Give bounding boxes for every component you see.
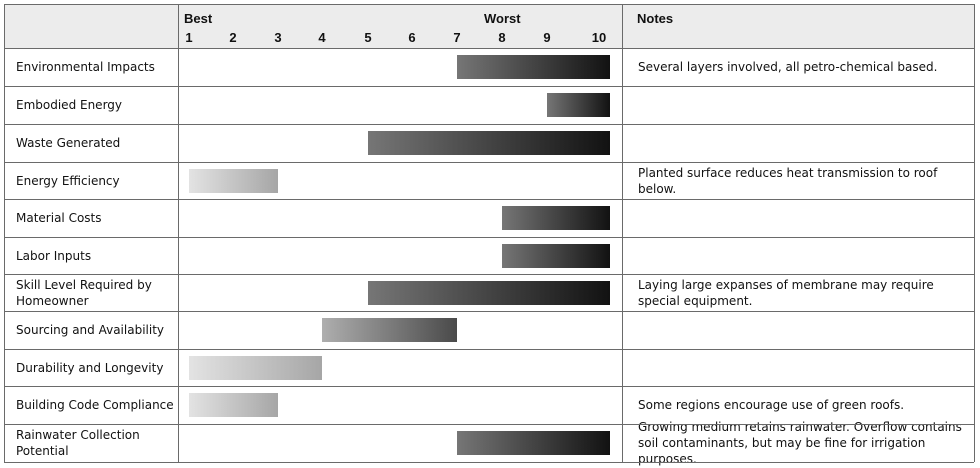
grid-line-row [4, 86, 974, 87]
row-label: Embodied Energy [16, 98, 123, 112]
grid-line-row [4, 124, 974, 125]
grid-line-row [4, 162, 974, 163]
grid-line-left [4, 4, 5, 462]
rating-bar [368, 131, 610, 155]
row-note [638, 124, 970, 162]
row-label: Sourcing and Availability [16, 323, 165, 337]
rating-bar [189, 393, 278, 417]
rating-bar [368, 281, 610, 305]
row-label: Skill Level Required by Homeowner [16, 277, 152, 308]
grid-line-row [4, 311, 974, 312]
grid-line-row [4, 237, 974, 238]
row-label: Labor Inputs [16, 248, 92, 263]
tick-label: 3 [274, 30, 282, 45]
tick-label: 5 [364, 30, 372, 45]
rating-bar [457, 55, 610, 79]
tick-label: 2 [229, 30, 237, 45]
row-note [638, 349, 970, 386]
worst-label: Worst [484, 11, 521, 26]
grid-line-row [4, 199, 974, 200]
row-note: Planted surface reduces heat transmissio… [638, 165, 938, 196]
rating-bar [322, 318, 457, 342]
row-note [638, 237, 970, 274]
grid-line-notes-left [622, 4, 623, 462]
rating-bar [189, 169, 278, 193]
row-note: Several layers involved, all petro-chemi… [638, 60, 938, 74]
grid-line-row [4, 424, 974, 425]
tick-label: 6 [408, 30, 416, 45]
row-label: Waste Generated [16, 136, 121, 150]
rating-bar [547, 93, 610, 117]
row-label: Rainwater Collection Potential [16, 428, 140, 458]
grid-line-row [4, 462, 974, 463]
tick-label: 9 [543, 30, 551, 45]
rating-bar [502, 206, 610, 230]
grid-line-row [4, 274, 974, 275]
row-note: Laying large expanses of membrane may re… [638, 277, 934, 308]
tick-label: 10 [591, 30, 607, 45]
tick-label: 7 [453, 30, 461, 45]
grid-line-scale-left [178, 4, 179, 462]
row-note [638, 311, 970, 349]
grid-line-top [4, 4, 974, 5]
header-row [4, 4, 974, 48]
best-label: Best [184, 11, 213, 26]
rating-bar [502, 244, 610, 268]
row-note [638, 199, 970, 237]
grid-line-row [4, 48, 974, 49]
grid-line-right [974, 4, 975, 462]
row-label: Energy Efficiency [16, 173, 120, 188]
row-label: Environmental Impacts [16, 60, 155, 74]
notes-header: Notes [637, 11, 674, 26]
row-note [638, 86, 970, 124]
row-note: Some regions encourage use of green roof… [638, 398, 905, 412]
tick-label: 4 [318, 30, 326, 45]
grid-line-row [4, 349, 974, 350]
tick-label: 1 [185, 30, 193, 45]
grid-line-row [4, 386, 974, 387]
row-label: Durability and Longevity [16, 360, 164, 375]
rating-bar [189, 356, 322, 380]
row-label: Material Costs [16, 211, 102, 225]
rating-bar [457, 431, 610, 455]
row-note: Growing medium retains rainwater. Overfl… [638, 420, 962, 466]
tick-label: 8 [498, 30, 506, 45]
row-label: Building Code Compliance [16, 398, 174, 412]
